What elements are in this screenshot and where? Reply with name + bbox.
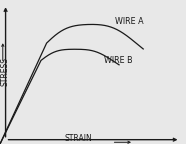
Text: STRAIN: STRAIN (64, 134, 92, 143)
Text: STRESS: STRESS (1, 57, 10, 87)
Text: WIRE B: WIRE B (104, 56, 133, 65)
Text: WIRE A: WIRE A (115, 17, 144, 26)
